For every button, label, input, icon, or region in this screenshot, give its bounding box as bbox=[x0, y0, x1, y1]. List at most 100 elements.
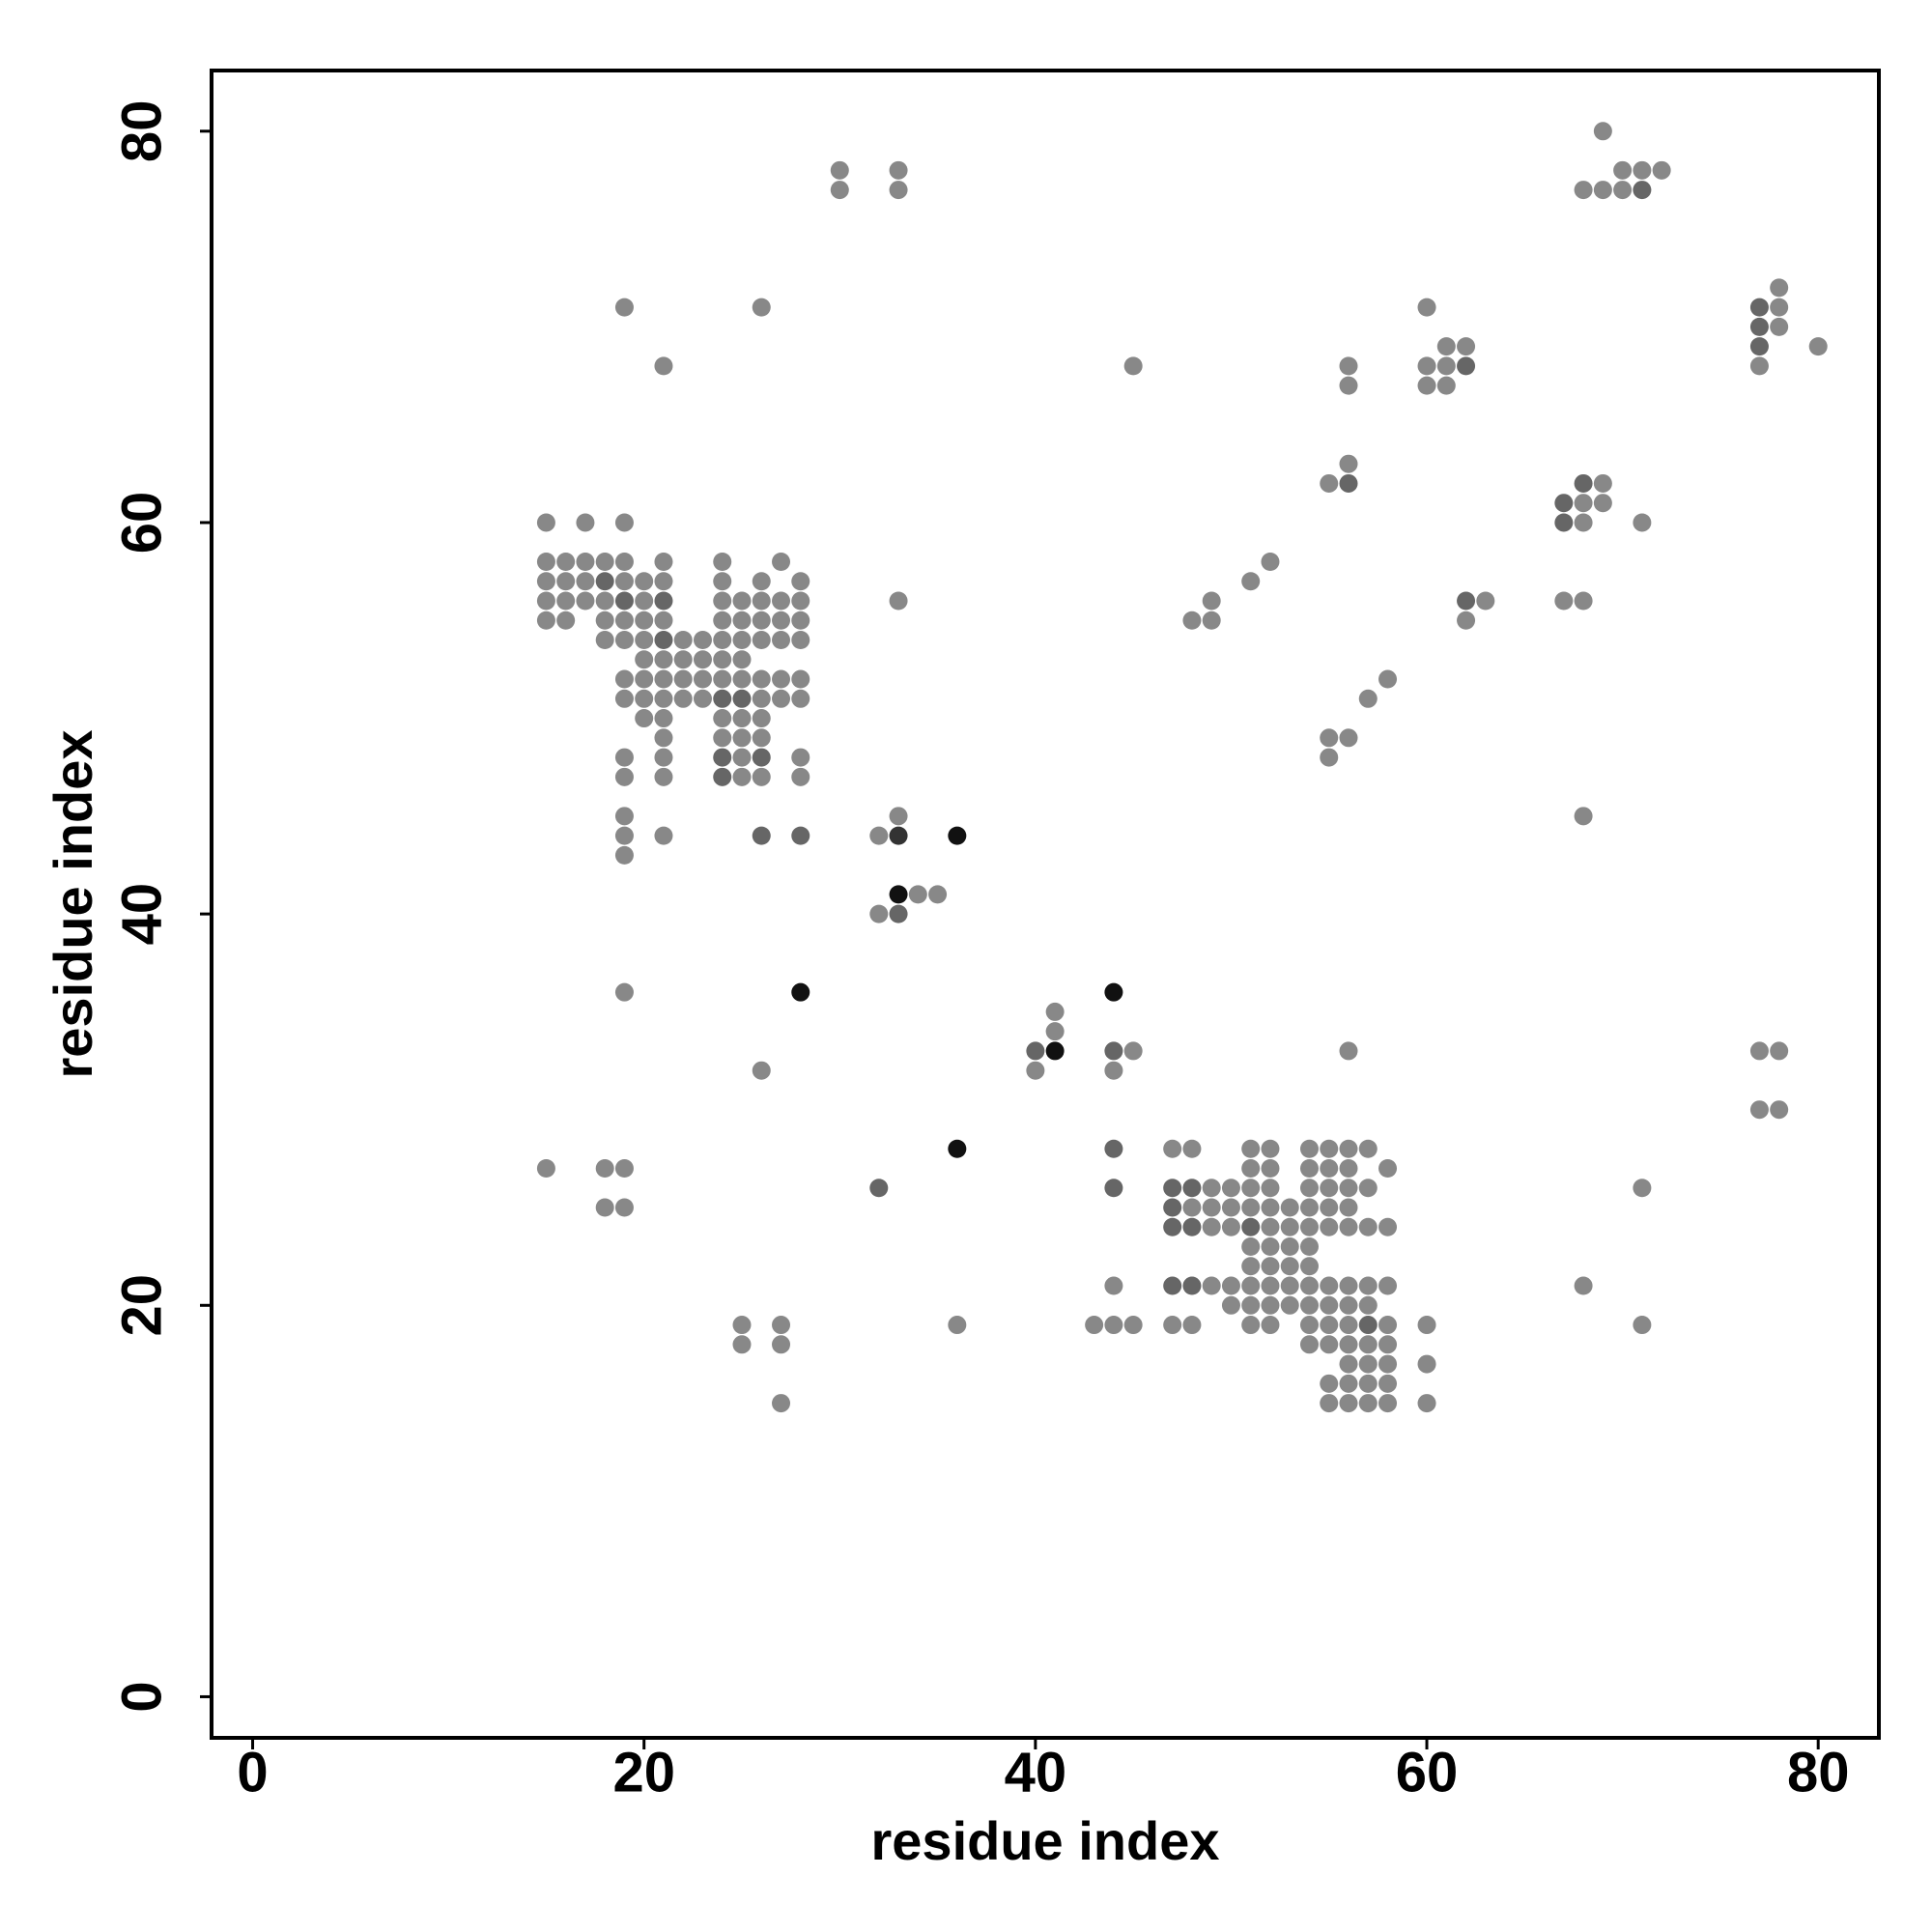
contact-point bbox=[1261, 1316, 1280, 1335]
contact-point bbox=[1221, 1198, 1240, 1217]
contact-point bbox=[1280, 1237, 1299, 1257]
contact-point bbox=[1104, 982, 1123, 1002]
contact-point bbox=[635, 650, 654, 669]
contact-point bbox=[654, 572, 673, 591]
contact-point bbox=[889, 160, 908, 180]
contact-point bbox=[732, 631, 752, 650]
contact-point bbox=[1633, 1316, 1652, 1335]
contact-point bbox=[1417, 356, 1436, 376]
contact-point bbox=[1261, 1179, 1280, 1198]
contact-point bbox=[732, 1335, 752, 1354]
contact-point bbox=[1104, 1041, 1123, 1061]
contact-point bbox=[654, 709, 673, 728]
contact-point bbox=[772, 1335, 791, 1354]
contact-point bbox=[536, 572, 555, 591]
contact-point bbox=[1123, 1041, 1143, 1061]
contact-point bbox=[1104, 1316, 1123, 1335]
contact-point bbox=[791, 982, 810, 1002]
contact-point bbox=[1026, 1061, 1045, 1080]
contact-point bbox=[752, 631, 771, 650]
contact-point bbox=[1045, 1002, 1065, 1021]
x-tick-label: 60 bbox=[1396, 1741, 1459, 1804]
contact-point bbox=[1299, 1217, 1319, 1236]
contact-point bbox=[791, 767, 810, 786]
contact-point bbox=[595, 552, 614, 571]
contact-point bbox=[713, 767, 732, 786]
contact-point bbox=[752, 689, 771, 708]
contact-point bbox=[889, 826, 908, 845]
contact-point bbox=[1339, 1179, 1358, 1198]
contact-point bbox=[673, 669, 693, 689]
contact-point bbox=[1299, 1276, 1319, 1295]
contact-point bbox=[1378, 1316, 1398, 1335]
contact-point bbox=[1436, 376, 1456, 395]
contact-point bbox=[614, 1158, 634, 1178]
contact-point bbox=[772, 1394, 791, 1413]
contact-point bbox=[1241, 1158, 1261, 1178]
contact-point bbox=[1770, 298, 1789, 317]
contact-point bbox=[869, 1179, 889, 1198]
contact-point bbox=[1261, 1257, 1280, 1276]
contact-point bbox=[1320, 1198, 1339, 1217]
contact-point bbox=[1749, 298, 1769, 317]
contact-point bbox=[1749, 1100, 1769, 1120]
contact-point bbox=[1652, 160, 1671, 180]
contact-point bbox=[1299, 1179, 1319, 1198]
contact-point bbox=[752, 572, 771, 591]
contact-point bbox=[1613, 181, 1633, 200]
contact-point bbox=[1808, 337, 1828, 356]
x-axis-label: residue index bbox=[870, 1810, 1219, 1871]
contact-point bbox=[1339, 1041, 1358, 1061]
contact-point bbox=[1770, 317, 1789, 336]
contact-point bbox=[614, 298, 634, 317]
contact-point bbox=[1339, 1354, 1358, 1374]
contact-point bbox=[752, 1061, 771, 1080]
contact-point bbox=[772, 669, 791, 689]
contact-point bbox=[595, 631, 614, 650]
contact-point bbox=[1104, 1061, 1123, 1080]
contact-point bbox=[869, 826, 889, 845]
contact-point bbox=[1202, 1179, 1221, 1198]
contact-point bbox=[1339, 1217, 1358, 1236]
contact-point bbox=[1339, 1198, 1358, 1217]
contact-point bbox=[1163, 1179, 1182, 1198]
contact-point bbox=[614, 826, 634, 845]
contact-point bbox=[1574, 1276, 1593, 1295]
contact-point bbox=[948, 826, 967, 845]
contact-point bbox=[791, 572, 810, 591]
y-axis-label: residue index bbox=[43, 729, 103, 1078]
contact-point bbox=[1221, 1276, 1240, 1295]
x-tick-label: 20 bbox=[612, 1741, 675, 1804]
y-tick-label: 40 bbox=[110, 883, 173, 946]
contact-point bbox=[1163, 1139, 1182, 1158]
contact-point bbox=[1378, 1394, 1398, 1413]
contact-point bbox=[614, 572, 634, 591]
contact-point bbox=[673, 689, 693, 708]
contact-point bbox=[791, 689, 810, 708]
contact-point bbox=[1241, 1198, 1261, 1217]
contact-point bbox=[1378, 669, 1398, 689]
contact-point bbox=[654, 356, 673, 376]
contact-point bbox=[732, 591, 752, 611]
contact-point bbox=[1339, 1374, 1358, 1393]
contact-point bbox=[928, 885, 948, 904]
plot-frame bbox=[210, 69, 1881, 1740]
contact-point bbox=[654, 591, 673, 611]
contact-point bbox=[713, 611, 732, 630]
contact-point bbox=[1299, 1316, 1319, 1335]
contact-point bbox=[1339, 1158, 1358, 1178]
contact-point bbox=[752, 748, 771, 767]
contact-point bbox=[1457, 337, 1476, 356]
contact-point bbox=[1241, 1276, 1261, 1295]
contact-point bbox=[1358, 1179, 1378, 1198]
contact-point bbox=[1320, 1295, 1339, 1315]
contact-point bbox=[1749, 356, 1769, 376]
contact-point bbox=[713, 591, 732, 611]
contact-point bbox=[732, 611, 752, 630]
contact-point bbox=[1457, 356, 1476, 376]
contact-point bbox=[556, 552, 576, 571]
contact-point bbox=[1457, 591, 1476, 611]
contact-point bbox=[1633, 160, 1652, 180]
contact-point bbox=[1339, 728, 1358, 748]
